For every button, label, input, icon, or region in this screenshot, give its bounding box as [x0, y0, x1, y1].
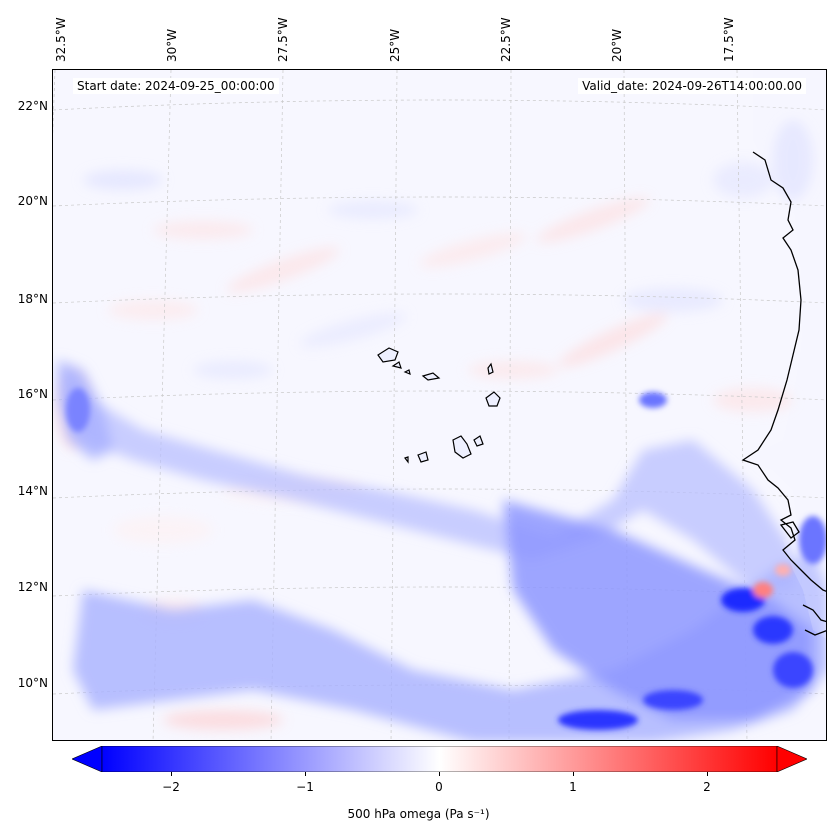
colorbar-gradient — [101, 746, 778, 772]
lon-label-32-5w: 32.5°W — [54, 17, 68, 62]
colorbar-tickmark — [305, 772, 306, 776]
colorbar-tick-label: 2 — [703, 780, 711, 794]
colorbar-tickmark — [707, 772, 708, 776]
colorbar-tickmark — [439, 772, 440, 776]
ascent-cores — [66, 388, 826, 730]
lon-label-25w: 25°W — [388, 28, 402, 62]
colorbar-tickmark — [171, 772, 172, 776]
lon-label-17-5w: 17.5°W — [722, 17, 736, 62]
coastline — [741, 151, 826, 636]
lon-label-30w: 30°W — [165, 28, 179, 62]
lat-label-14n: 14°N — [17, 484, 48, 498]
colorbar-tick-label: −1 — [296, 780, 314, 794]
lon-label-20w: 20°W — [610, 28, 624, 62]
lat-label-16n: 16°N — [17, 387, 48, 401]
start-date-label: Start date: 2024-09-25_00:00:00 — [73, 78, 279, 94]
colorbar-tick-label: 0 — [435, 780, 443, 794]
lat-label-22n: 22°N — [17, 99, 48, 113]
colorbar-extend-high — [776, 746, 807, 772]
omega-field-map — [53, 70, 826, 740]
land-area — [743, 70, 826, 639]
colorbar-extend-low — [72, 746, 103, 772]
colorbar-tick-label: −2 — [162, 780, 180, 794]
lat-label-18n: 18°N — [17, 292, 48, 306]
lon-label-27-5w: 27.5°W — [276, 17, 290, 62]
lat-label-10n: 10°N — [17, 676, 48, 690]
lat-label-12n: 12°N — [17, 580, 48, 594]
cape-verde-islands — [377, 347, 501, 464]
lat-label-20n: 20°N — [17, 194, 48, 208]
colorbar-label: 500 hPa omega (Pa s⁻¹) — [347, 807, 490, 821]
lon-label-22-5w: 22.5°W — [499, 17, 513, 62]
colorbar-tickmark — [573, 772, 574, 776]
colorbar-tick-label: 1 — [569, 780, 577, 794]
valid-date-label: Valid_date: 2024-09-26T14:00:00.00 — [578, 78, 806, 94]
map-panel[interactable]: Start date: 2024-09-25_00:00:00 Valid_da… — [52, 69, 827, 741]
colorbar — [72, 746, 807, 772]
